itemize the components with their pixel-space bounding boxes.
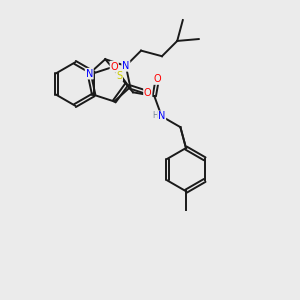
Text: S: S — [116, 71, 122, 81]
Text: O: O — [154, 74, 161, 84]
Text: O: O — [144, 88, 152, 98]
Text: N: N — [122, 61, 130, 71]
Text: O: O — [110, 61, 118, 71]
Text: N: N — [85, 69, 93, 79]
Text: H: H — [152, 111, 158, 120]
Text: N: N — [158, 111, 165, 122]
